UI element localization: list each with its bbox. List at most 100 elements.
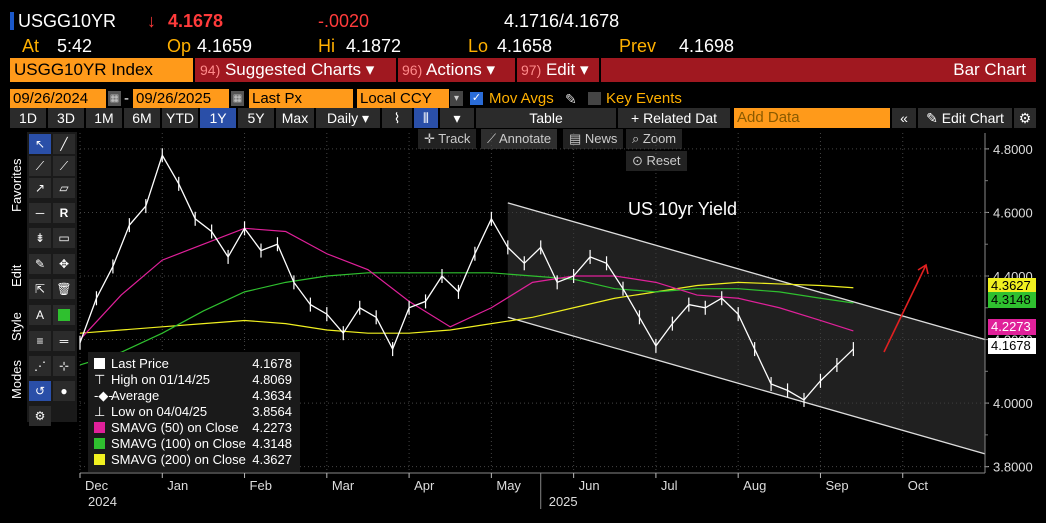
settings-gear-icon[interactable]: ⚙ — [29, 406, 51, 426]
favorites-tab[interactable]: Favorites — [9, 158, 24, 212]
range-1m-button[interactable]: 1M — [86, 108, 122, 128]
x-tick-label: Mar — [332, 478, 355, 493]
mov-avgs-checkbox[interactable]: ✓ — [470, 92, 483, 105]
mode-icon[interactable]: ↺ — [29, 381, 51, 401]
arrow-draw-icon[interactable]: ↗ — [29, 178, 51, 198]
legend-label: Average — [111, 388, 160, 403]
field-select[interactable]: Last Px — [249, 89, 353, 108]
x-tick-label: Jun — [579, 478, 600, 493]
calendar-icon[interactable]: ▦ — [231, 91, 244, 106]
dotted-line-icon[interactable]: ⋰ — [29, 356, 51, 376]
security-field[interactable]: USGG10YR Index — [10, 58, 193, 82]
line-chart-icon[interactable]: ⌇ — [382, 108, 412, 128]
x-tick-label: Sep — [825, 478, 848, 493]
range-5y-button[interactable]: 5Y — [238, 108, 274, 128]
add-data-input[interactable]: Add Data — [734, 108, 890, 128]
modes-tab[interactable]: Modes — [9, 359, 24, 399]
actions-number: 96) — [402, 62, 423, 78]
pencil-icon[interactable]: ✎ — [565, 91, 577, 107]
range-1y-button[interactable]: 1Y — [200, 108, 236, 128]
ray-icon[interactable]: ⟋ — [53, 156, 75, 176]
range-6m-button[interactable]: 6M — [124, 108, 160, 128]
x-tick-label: Aug — [743, 478, 766, 493]
key-events-checkbox[interactable] — [588, 92, 601, 105]
sma200-tag: 4.3627 — [988, 278, 1036, 294]
end-date-field[interactable]: 09/26/2025 — [133, 89, 229, 108]
high-label: Hi — [318, 36, 335, 56]
actions-menu[interactable]: 96) Actions ▾ — [402, 58, 495, 82]
news-label: News — [584, 131, 618, 146]
divider — [396, 58, 398, 82]
draw-line-icon[interactable]: ╱ — [53, 134, 75, 154]
collapse-icon[interactable]: « — [892, 108, 916, 128]
line-width-icon[interactable]: ═ — [53, 331, 75, 351]
edit-menu[interactable]: 97) Edit ▾ — [521, 58, 589, 82]
reset-icon: ⊙ — [632, 153, 643, 168]
track-button[interactable]: ✛ Track — [418, 129, 477, 149]
range-ytd-button[interactable]: YTD — [162, 108, 198, 128]
currency-select[interactable]: Local CCY — [357, 89, 449, 108]
move-icon[interactable]: ✥ — [53, 254, 75, 274]
chevron-down-icon: ▾ — [365, 60, 375, 79]
reset-button[interactable]: ⊙ Reset — [626, 151, 687, 171]
line-style-icon[interactable]: ≡ — [29, 331, 51, 351]
edit-tab[interactable]: Edit — [9, 264, 24, 288]
bar-chart-icon[interactable]: ⫴ — [414, 108, 438, 128]
edit-chart-button[interactable]: ✎ Edit Chart — [918, 108, 1012, 128]
pencil-icon: ✎ — [926, 110, 938, 126]
delete-icon[interactable]: 🗑 — [53, 279, 75, 299]
style-tab[interactable]: Style — [9, 312, 24, 342]
calendar-icon[interactable]: ▦ — [108, 91, 121, 106]
open-label: Op — [167, 36, 192, 56]
cursor-icon[interactable]: ↖ — [29, 134, 51, 154]
period-select[interactable]: Daily ▾ — [316, 108, 380, 128]
legend-value: 3.8564 — [252, 404, 292, 419]
legend-value: 4.8069 — [252, 372, 292, 387]
sma100-tag: 4.3148 — [988, 292, 1036, 308]
news-button[interactable]: ▤ News — [563, 129, 624, 149]
retracement-icon[interactable]: R — [53, 203, 75, 223]
legend-average: -◆-Average 4.3634 — [94, 388, 292, 403]
legend-value: 4.3627 — [252, 452, 292, 467]
chart-style-dropdown-icon[interactable]: ▾ — [440, 108, 474, 128]
ticker-symbol: USGG10YR — [18, 11, 117, 31]
horizontal-line-icon[interactable]: ─ — [29, 203, 51, 223]
suggested-charts-menu[interactable]: 94) Suggested Charts ▾ — [200, 58, 374, 82]
legend-label: High on 01/14/25 — [111, 372, 211, 387]
legend-value: 4.2273 — [252, 420, 292, 435]
crosshair-icon[interactable]: ⊹ — [53, 356, 75, 376]
down-arrow-icon: ↓ — [147, 11, 156, 31]
low-value: 4.1658 — [497, 36, 553, 56]
zoom-button[interactable]: ⌕ Zoom — [626, 129, 683, 149]
range-max-button[interactable]: Max — [276, 108, 314, 128]
fibonacci-icon[interactable]: ⇟ — [29, 228, 51, 248]
chevron-down-icon[interactable]: ▾ — [450, 91, 463, 106]
text-icon[interactable]: A — [29, 305, 51, 325]
prev-label: Prev — [619, 36, 657, 56]
channel-icon[interactable]: ▱ — [53, 178, 75, 198]
x-tick-label: Oct — [908, 478, 929, 493]
range-3d-button[interactable]: 3D — [48, 108, 84, 128]
net-change: -.0020 — [318, 11, 370, 31]
chart-type-title: Bar Chart — [953, 60, 1026, 79]
last-price-tag: 4.1678 — [988, 338, 1036, 354]
range-1d-button[interactable]: 1D — [10, 108, 46, 128]
x-tick-label: Dec — [85, 478, 109, 493]
gear-icon[interactable]: ⚙ — [1014, 108, 1036, 128]
color-icon[interactable] — [53, 305, 75, 325]
year-label: 2024 — [88, 494, 117, 509]
legend-label: SMAVG (50) on Close — [111, 420, 239, 435]
suggested-number: 94) — [200, 62, 221, 78]
select-icon[interactable]: ⇱ — [29, 279, 51, 299]
rectangle-icon[interactable]: ▭ — [53, 228, 75, 248]
table-button[interactable]: Table — [476, 108, 616, 128]
palette-icon[interactable]: ● — [53, 381, 75, 401]
start-date-field[interactable]: 09/26/2024 — [10, 89, 106, 108]
legend-value: 4.1678 — [252, 356, 292, 371]
bid-ask: 4.1716/4.1678 — [504, 11, 620, 31]
at-label: At — [22, 36, 40, 56]
trendline-icon[interactable]: ⟋ — [29, 156, 51, 176]
pen-icon[interactable]: ✎ — [29, 254, 51, 274]
related-data-button[interactable]: + Related Dat — [618, 108, 730, 128]
annotate-button[interactable]: ⟋ Annotate — [481, 129, 558, 149]
